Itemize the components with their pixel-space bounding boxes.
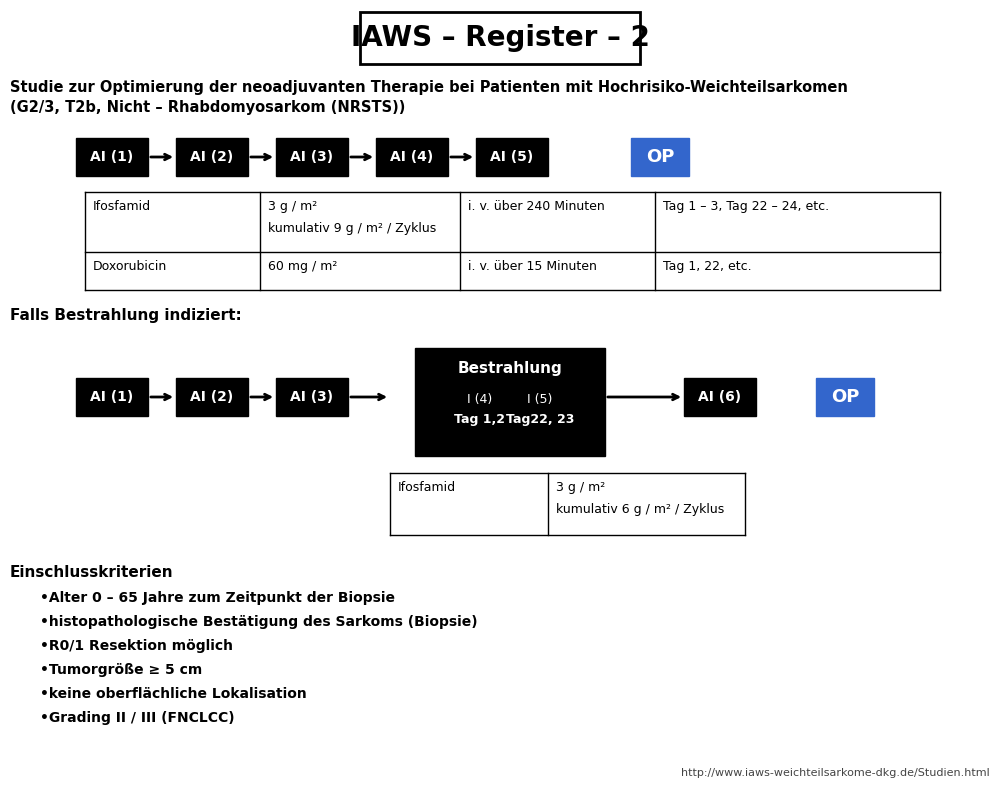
Text: Einschlusskriterien: Einschlusskriterien <box>10 565 174 580</box>
FancyBboxPatch shape <box>276 138 348 176</box>
Text: •Tumorgröße ≥ 5 cm: •Tumorgröße ≥ 5 cm <box>40 663 202 677</box>
Text: (G2/3, T2b, Nicht – Rhabdomyosarkom (NRSTS)): (G2/3, T2b, Nicht – Rhabdomyosarkom (NRS… <box>10 100 405 115</box>
Text: AI (3): AI (3) <box>290 390 334 404</box>
Text: 3 g / m²: 3 g / m² <box>556 481 605 494</box>
Text: Ifosfamid: Ifosfamid <box>93 200 151 213</box>
Text: AI (3): AI (3) <box>290 150 334 164</box>
FancyBboxPatch shape <box>276 378 348 416</box>
Text: kumulativ 9 g / m² / Zyklus: kumulativ 9 g / m² / Zyklus <box>268 222 436 235</box>
Text: •keine oberflächliche Lokalisation: •keine oberflächliche Lokalisation <box>40 687 307 701</box>
Text: •R0/1 Resektion möglich: •R0/1 Resektion möglich <box>40 639 233 653</box>
Text: Bestrahlung: Bestrahlung <box>458 360 562 375</box>
Text: OP: OP <box>646 148 674 166</box>
FancyBboxPatch shape <box>376 138 448 176</box>
FancyBboxPatch shape <box>76 138 148 176</box>
FancyBboxPatch shape <box>360 12 640 64</box>
Text: AI (4): AI (4) <box>390 150 434 164</box>
Text: i. v. über 15 Minuten: i. v. über 15 Minuten <box>468 260 597 273</box>
FancyBboxPatch shape <box>631 138 689 176</box>
Text: 3 g / m²: 3 g / m² <box>268 200 317 213</box>
Text: AI (1): AI (1) <box>90 390 134 404</box>
FancyBboxPatch shape <box>415 348 605 456</box>
Text: Ifosfamid: Ifosfamid <box>398 481 456 494</box>
Text: Tag22, 23: Tag22, 23 <box>506 413 574 427</box>
Text: •Grading II / III (FNCLCC): •Grading II / III (FNCLCC) <box>40 711 235 725</box>
FancyBboxPatch shape <box>176 378 248 416</box>
Text: AI (6): AI (6) <box>698 390 742 404</box>
FancyBboxPatch shape <box>76 378 148 416</box>
Text: I (5): I (5) <box>527 393 553 407</box>
Text: Tag 1, 22, etc.: Tag 1, 22, etc. <box>663 260 752 273</box>
Text: 60 mg / m²: 60 mg / m² <box>268 260 337 273</box>
Text: Tag 1,2: Tag 1,2 <box>454 413 506 427</box>
Text: AI (1): AI (1) <box>90 150 134 164</box>
Text: http://www.iaws-weichteilsarkome-dkg.de/Studien.html: http://www.iaws-weichteilsarkome-dkg.de/… <box>681 768 990 778</box>
Text: Doxorubicin: Doxorubicin <box>93 260 167 273</box>
Text: AI (5): AI (5) <box>490 150 534 164</box>
Text: Studie zur Optimierung der neoadjuvanten Therapie bei Patienten mit Hochrisiko-W: Studie zur Optimierung der neoadjuvanten… <box>10 80 848 95</box>
Text: Falls Bestrahlung indiziert:: Falls Bestrahlung indiziert: <box>10 308 242 323</box>
FancyBboxPatch shape <box>476 138 548 176</box>
Text: I (4): I (4) <box>467 393 493 407</box>
FancyBboxPatch shape <box>176 138 248 176</box>
FancyBboxPatch shape <box>684 378 756 416</box>
Text: OP: OP <box>831 388 859 406</box>
Text: IAWS – Register – 2: IAWS – Register – 2 <box>351 24 649 52</box>
Text: AI (2): AI (2) <box>190 150 234 164</box>
FancyBboxPatch shape <box>816 378 874 416</box>
Text: •Alter 0 – 65 Jahre zum Zeitpunkt der Biopsie: •Alter 0 – 65 Jahre zum Zeitpunkt der Bi… <box>40 591 395 605</box>
Text: kumulativ 6 g / m² / Zyklus: kumulativ 6 g / m² / Zyklus <box>556 503 724 516</box>
Text: Tag 1 – 3, Tag 22 – 24, etc.: Tag 1 – 3, Tag 22 – 24, etc. <box>663 200 829 213</box>
Text: AI (2): AI (2) <box>190 390 234 404</box>
Text: i. v. über 240 Minuten: i. v. über 240 Minuten <box>468 200 605 213</box>
Text: •histopathologische Bestätigung des Sarkoms (Biopsie): •histopathologische Bestätigung des Sark… <box>40 615 478 629</box>
